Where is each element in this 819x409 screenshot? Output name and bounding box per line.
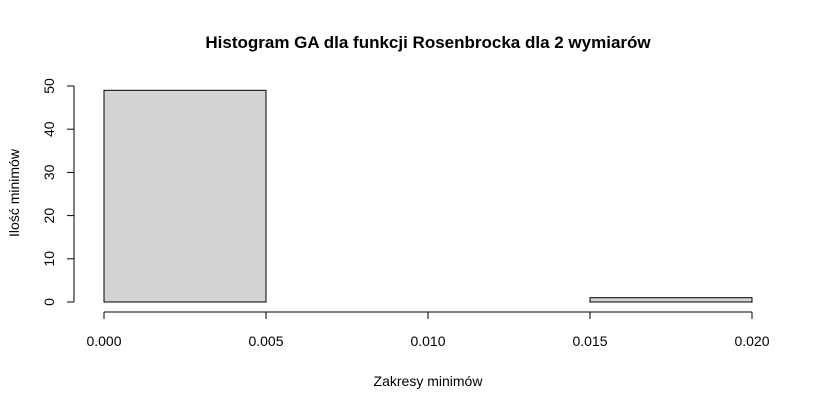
y-tick-label: 40 xyxy=(41,121,57,137)
y-tick-label: 50 xyxy=(41,78,57,94)
bars-group xyxy=(103,89,753,303)
x-tick-label: 0.015 xyxy=(572,333,607,349)
y-tick-label: 20 xyxy=(41,208,57,224)
x-tick-label: 0.005 xyxy=(248,333,283,349)
y-axis: 0 10 20 30 40 50 xyxy=(41,78,75,306)
x-axis-label: Zakresy minimów xyxy=(374,373,484,389)
x-tick-label: 0.000 xyxy=(86,333,121,349)
y-tick-label: 0 xyxy=(41,298,57,306)
histogram-bar-0 xyxy=(103,89,267,303)
x-tick-label: 0.020 xyxy=(734,333,769,349)
histogram-bar-3 xyxy=(589,297,753,303)
chart-title: Histogram GA dla funkcji Rosenbrocka dla… xyxy=(205,33,651,52)
y-tick-label: 10 xyxy=(41,251,57,267)
x-tick-label: 0.010 xyxy=(410,333,445,349)
y-axis-label: Ilość minimów xyxy=(6,148,22,237)
y-tick-label: 30 xyxy=(41,164,57,180)
x-axis: 0.000 0.005 0.010 0.015 0.020 xyxy=(86,311,770,349)
